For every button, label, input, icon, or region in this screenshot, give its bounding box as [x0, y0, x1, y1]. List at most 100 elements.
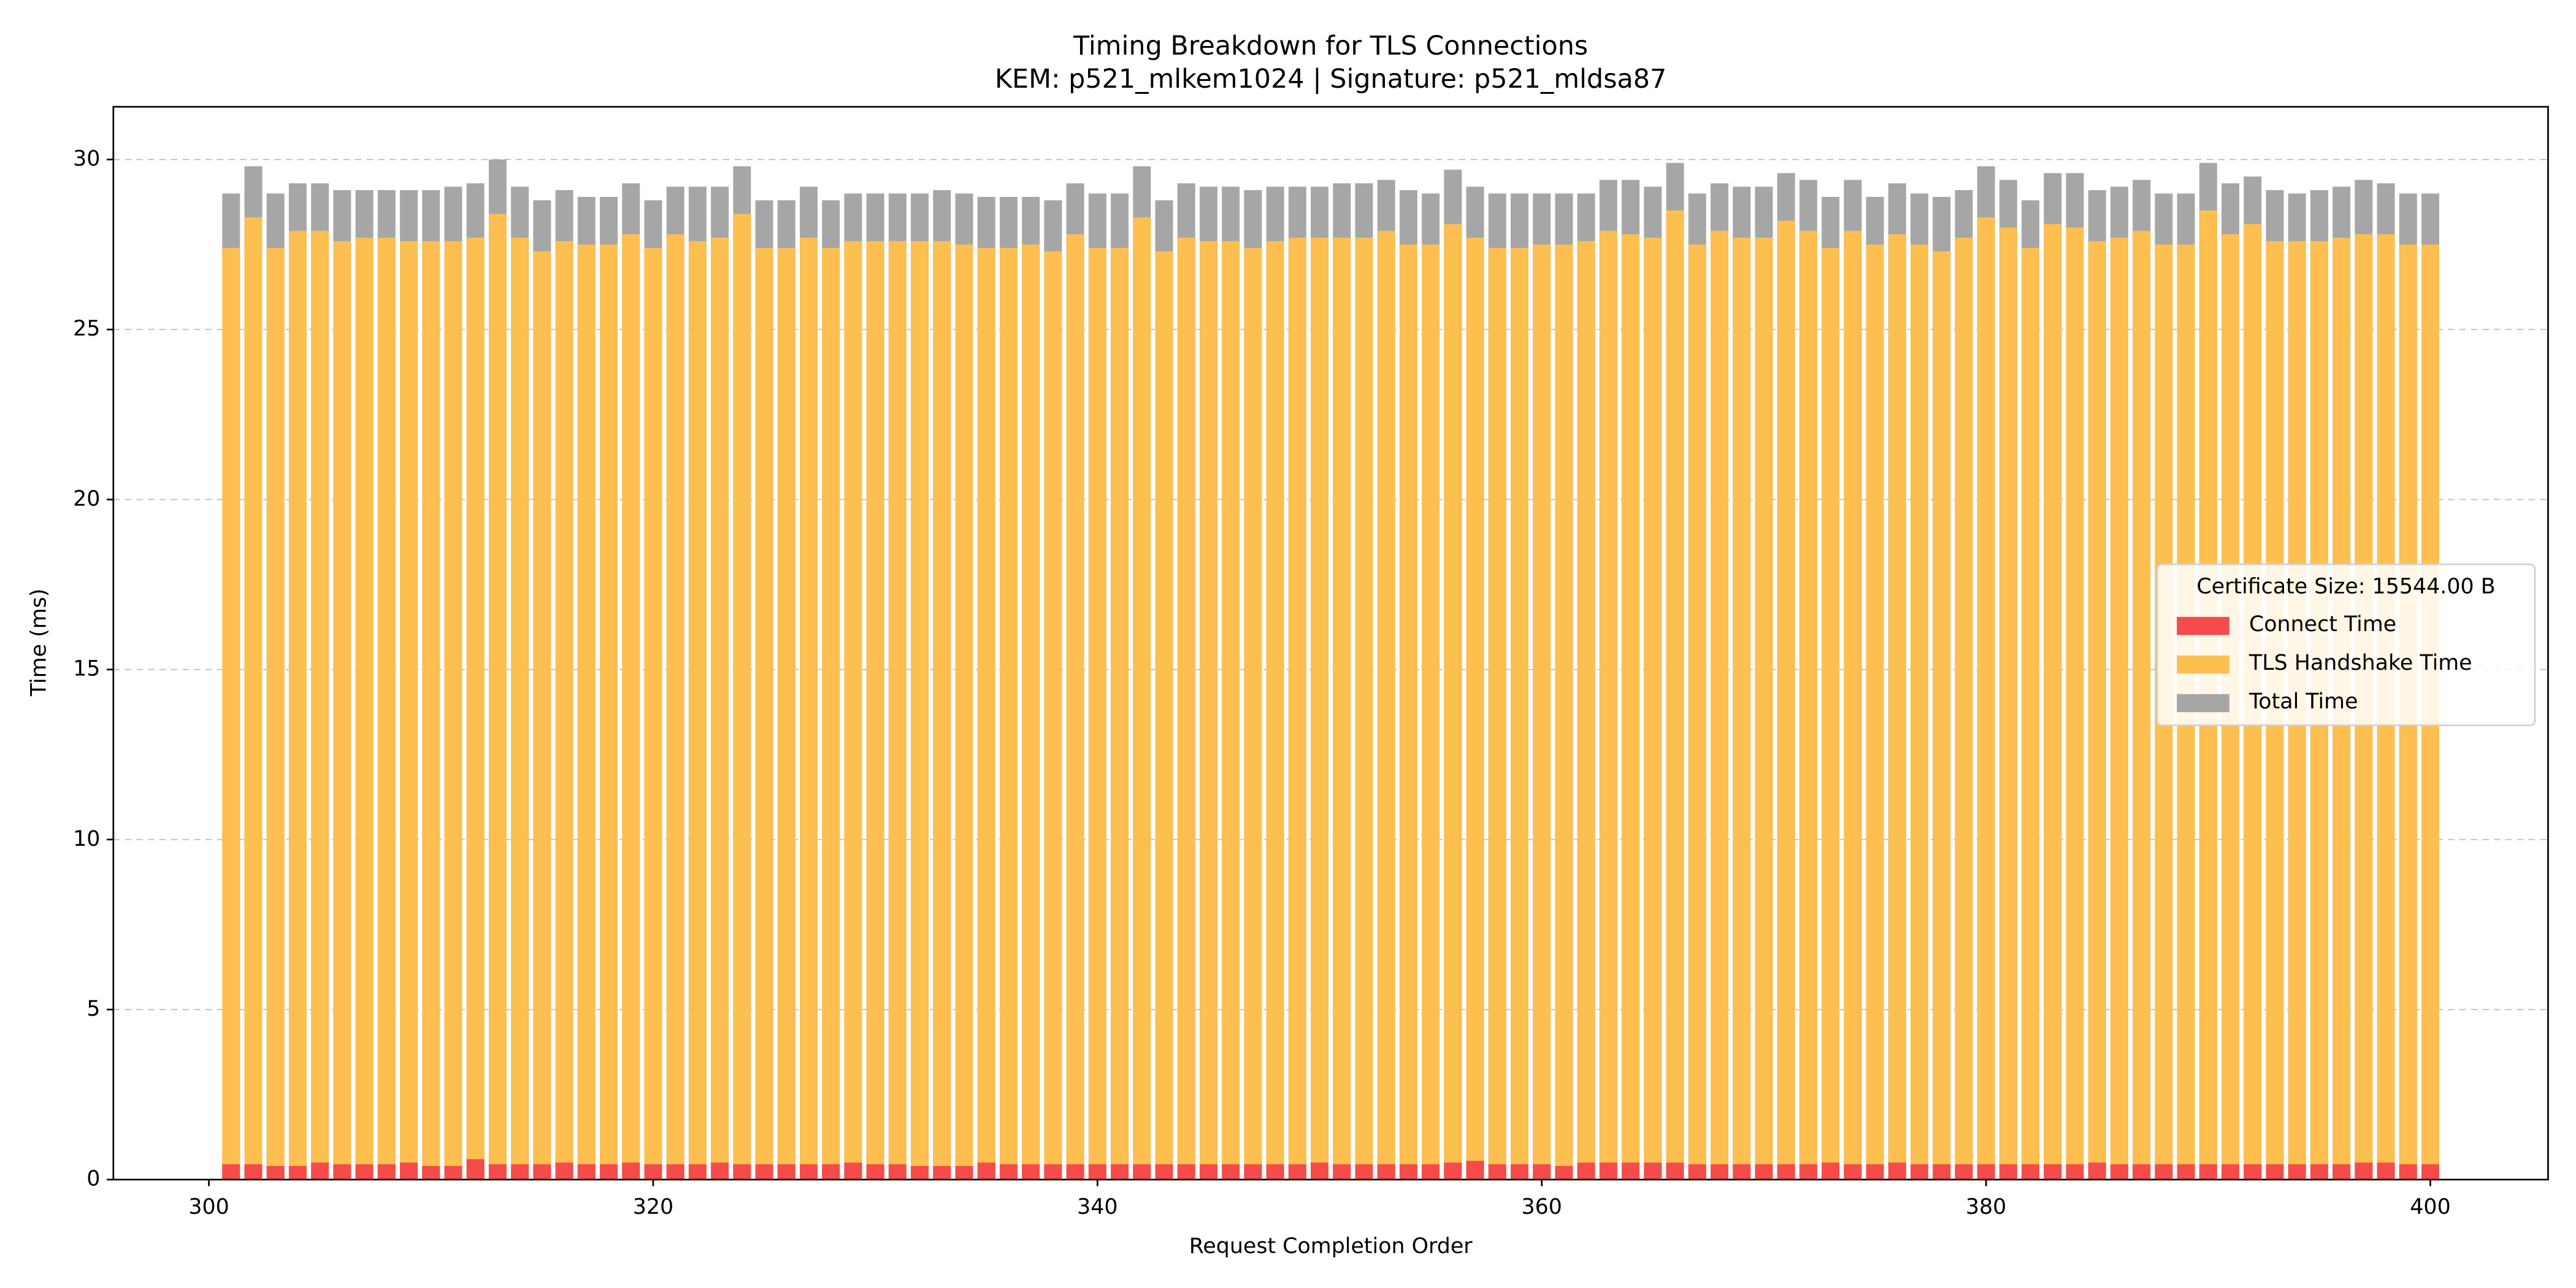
bar: [2066, 227, 2084, 1180]
bar: [822, 1164, 840, 1180]
bar: [311, 1162, 329, 1180]
x-tick-label: 340: [1077, 1195, 1117, 1219]
bar: [711, 1162, 729, 1180]
bar: [1755, 1164, 1773, 1180]
bar: [1933, 1164, 1951, 1180]
bar: [1710, 1164, 1728, 1180]
bar: [1311, 1162, 1329, 1180]
y-axis-label: Time (ms): [26, 589, 51, 697]
bar: [1977, 217, 1995, 1180]
bar: [1377, 1164, 1395, 1180]
y-tick-label: 20: [73, 486, 100, 511]
bar: [955, 244, 973, 1180]
bar: [911, 241, 929, 1180]
bar: [1044, 251, 1062, 1180]
bar: [2110, 237, 2128, 1180]
bar: [244, 1164, 263, 1180]
bar: [1577, 1162, 1595, 1180]
bar: [1177, 1164, 1195, 1180]
bar: [2133, 1164, 2151, 1180]
bar: [488, 213, 507, 1180]
y-tick-label: 0: [86, 1167, 100, 1191]
plot-frame: [112, 105, 2549, 1181]
legend-title: Certificate Size: 15544.00 B: [2196, 575, 2495, 599]
bar: [1999, 227, 2017, 1180]
bar: [1488, 248, 1506, 1180]
bar: [1044, 1164, 1062, 1180]
legend-label: TLS Handshake Time: [2248, 651, 2472, 675]
x-axis-label: Request Completion Order: [1189, 1234, 1473, 1259]
bar: [1333, 237, 1351, 1180]
bar: [644, 248, 662, 1180]
bar: [1488, 1164, 1506, 1180]
bar: [2110, 1164, 2128, 1180]
bar: [2333, 1164, 2351, 1180]
bar: [1866, 244, 1884, 1180]
bar: [600, 244, 618, 1180]
bar: [1088, 1164, 1106, 1180]
bar: [1733, 1164, 1751, 1180]
bar: [1666, 1162, 1684, 1180]
bar: [644, 1164, 662, 1180]
bar: [1244, 248, 1262, 1180]
x-tick-label: 400: [2410, 1195, 2450, 1219]
bar: [533, 251, 551, 1180]
bar: [1888, 1162, 1906, 1180]
bar: [866, 241, 884, 1180]
bar: [266, 1166, 285, 1180]
bar: [1244, 1164, 1262, 1180]
bar: [1111, 248, 1129, 1180]
bar: [733, 1164, 751, 1180]
bar: [400, 241, 418, 1180]
x-tick-label: 360: [1522, 1195, 1562, 1219]
bar: [1533, 244, 1551, 1180]
bar: [1266, 241, 1284, 1180]
bar: [1555, 1166, 1573, 1180]
bar: [2199, 1164, 2217, 1180]
bar: [1733, 237, 1751, 1180]
bar: [311, 231, 329, 1180]
bar: [1599, 231, 1617, 1180]
bar: [1511, 1164, 1528, 1180]
bar: [511, 1164, 529, 1180]
bar: [688, 241, 707, 1180]
bar: [755, 1164, 773, 1180]
bar: [2044, 224, 2062, 1180]
bar: [2221, 1164, 2240, 1180]
bar: [1444, 1162, 1462, 1180]
bar: [1999, 1164, 2017, 1180]
bar: [1599, 1162, 1617, 1180]
bar: [733, 213, 751, 1180]
bar: [1688, 1164, 1706, 1180]
bar: [222, 248, 240, 1180]
bar: [955, 1166, 973, 1180]
bar: [1155, 251, 1173, 1180]
bar: [1799, 1164, 1817, 1180]
bar: [1422, 244, 1440, 1180]
bar: [1910, 1164, 1928, 1180]
legend-swatch: [2177, 616, 2229, 635]
y-tick-label: 10: [73, 827, 100, 851]
bar: [799, 237, 818, 1180]
bar: [666, 234, 684, 1180]
bar: [333, 1164, 351, 1180]
bar: [222, 1164, 240, 1180]
bar: [1333, 1164, 1351, 1180]
bar: [1933, 251, 1951, 1180]
bar: [1111, 1164, 1129, 1180]
bar: [1199, 241, 1217, 1180]
bar: [1622, 1162, 1640, 1180]
bar: [1155, 1164, 1173, 1180]
bar: [2155, 1164, 2173, 1180]
bar: [933, 1166, 951, 1180]
bar: [1133, 1164, 1151, 1180]
y-tick-label: 25: [73, 316, 100, 341]
bar: [1466, 1160, 1484, 1180]
bar: [1777, 1164, 1795, 1180]
bar: [1088, 248, 1106, 1180]
bar: [1888, 234, 1906, 1180]
chart-subtitle: KEM: p521_mlkem1024 | Signature: p521_ml…: [995, 64, 1666, 94]
x-tick-label: 320: [633, 1195, 673, 1219]
bar: [711, 237, 729, 1180]
bar: [355, 237, 374, 1180]
